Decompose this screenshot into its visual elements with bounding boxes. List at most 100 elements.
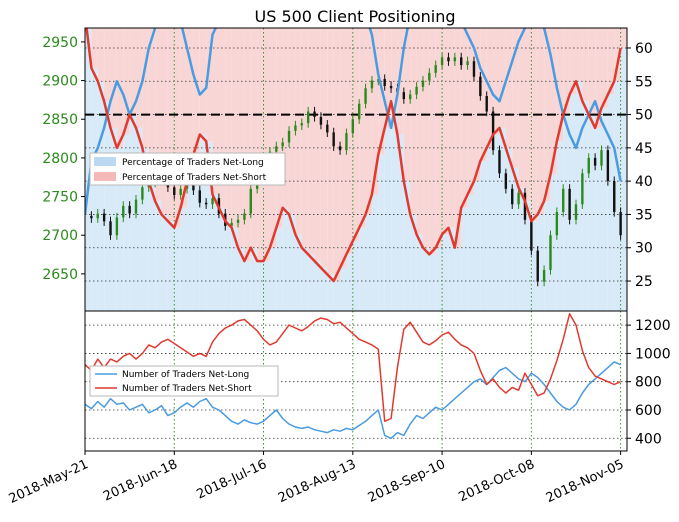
bottom-panel: 1200 1000 800 600 400 Number of Traders Net-… bbox=[84, 310, 671, 452]
net-long-zone bbox=[346, 254, 353, 311]
price-body-up bbox=[300, 123, 303, 126]
price-body-up bbox=[243, 213, 246, 220]
net-long-zone bbox=[442, 234, 449, 311]
net-short-zone bbox=[454, 28, 462, 248]
net-short-zone bbox=[257, 28, 264, 262]
net-short-zone bbox=[588, 28, 596, 115]
net-short-zone bbox=[346, 28, 353, 255]
price-body-down bbox=[504, 173, 508, 189]
price-body-up bbox=[549, 235, 552, 271]
net-long-zone bbox=[199, 134, 207, 311]
right-axis-tick-label: 30 bbox=[635, 241, 653, 257]
net-long-zone bbox=[391, 101, 398, 311]
price-body-up bbox=[275, 146, 278, 152]
net-long-zone bbox=[218, 207, 226, 311]
net-long-zone bbox=[136, 127, 143, 311]
net-short-zone bbox=[391, 28, 398, 102]
net-short-zone bbox=[187, 28, 194, 182]
price-body-up bbox=[249, 188, 252, 214]
net-short-zone bbox=[231, 28, 239, 228]
legend-net-short-label: Percentage of Traders Net-Short bbox=[122, 173, 267, 183]
net-long-zone bbox=[276, 227, 283, 311]
net-long-zone bbox=[320, 267, 328, 311]
net-short-zone bbox=[301, 28, 309, 248]
date-tick-label: 2018-Nov-05 bbox=[544, 457, 626, 506]
net-long-zone bbox=[225, 221, 232, 311]
price-body-up bbox=[415, 86, 418, 95]
price-body-up bbox=[409, 94, 412, 100]
net-long-zone bbox=[518, 187, 525, 311]
net-short-zone bbox=[575, 28, 583, 82]
net-long-zone bbox=[257, 261, 264, 311]
net-long-zone bbox=[429, 254, 436, 311]
net-short-zone bbox=[518, 28, 525, 188]
price-body-down bbox=[460, 57, 463, 66]
net-long-zone bbox=[116, 147, 124, 311]
net-long-zone bbox=[524, 201, 532, 311]
net-short-zone bbox=[199, 28, 207, 135]
net-short-zone bbox=[142, 28, 149, 148]
net-short-zone bbox=[620, 28, 627, 48]
net-short-zone bbox=[493, 28, 500, 135]
date-tick-label: 2018-Oct-08 bbox=[457, 457, 538, 505]
net-long-zone bbox=[333, 281, 341, 311]
net-long-zone bbox=[582, 101, 589, 311]
left-axis-tick-label: 2650 bbox=[42, 267, 78, 283]
price-body-down bbox=[389, 85, 393, 89]
price-body-up bbox=[134, 199, 138, 214]
net-short-zone bbox=[263, 28, 270, 262]
net-long-zone bbox=[550, 174, 557, 311]
price-body-down bbox=[536, 250, 539, 282]
net-short-zone bbox=[550, 28, 557, 175]
net-long-zone bbox=[614, 81, 621, 311]
net-short-zone bbox=[416, 28, 423, 235]
price-body-up bbox=[574, 204, 578, 220]
net-short-zone bbox=[110, 28, 117, 128]
net-long-zone bbox=[435, 247, 443, 311]
net-short-zone bbox=[352, 28, 360, 242]
net-short-zone bbox=[461, 28, 468, 208]
net-long-zone bbox=[85, 28, 92, 311]
net-short-zone bbox=[614, 28, 621, 82]
net-short-zone bbox=[250, 28, 258, 248]
net-long-zone bbox=[289, 214, 296, 311]
price-body-down bbox=[326, 124, 329, 133]
price-body-up bbox=[421, 80, 425, 87]
price-body-up bbox=[141, 187, 144, 200]
net-long-zone bbox=[238, 247, 245, 311]
price-body-up bbox=[542, 270, 546, 282]
price-body-up bbox=[562, 188, 565, 213]
net-long-zone bbox=[206, 141, 213, 311]
net-short-zone bbox=[512, 28, 519, 168]
top-panel-zones bbox=[85, 28, 627, 312]
top-legend: Percentage of Traders Net-Long Percentag… bbox=[89, 152, 286, 186]
net-long-zone bbox=[129, 114, 137, 312]
net-long-zone bbox=[588, 114, 596, 312]
net-long-zone bbox=[263, 261, 270, 311]
net-short-zone bbox=[582, 28, 589, 102]
net-long-zone bbox=[569, 94, 576, 312]
net-short-zone bbox=[435, 28, 443, 248]
positioning-lines bbox=[85, 28, 622, 283]
right-axis-tick-label: 25 bbox=[635, 274, 653, 290]
net-long-zone bbox=[607, 94, 615, 312]
price-body-down bbox=[109, 221, 112, 236]
date-tick-label: 2018-Aug-13 bbox=[276, 457, 359, 506]
price-body-up bbox=[96, 213, 99, 219]
net-long-zone bbox=[384, 127, 392, 311]
price-body-up bbox=[351, 119, 355, 134]
legend-net-short-swatch bbox=[94, 172, 116, 181]
net-long-zone bbox=[454, 247, 462, 311]
price-body-down bbox=[593, 157, 597, 166]
net-short-zone bbox=[289, 28, 296, 215]
net-long-zone bbox=[595, 127, 602, 311]
date-axis: 2018-May-21 2018-Jun-18 2018-Jul-16 2018-Au… bbox=[7, 451, 626, 507]
bottom-legend: Number of Traders Net-Long Number of Tra… bbox=[89, 365, 279, 397]
net-long-zone bbox=[461, 207, 468, 311]
net-short-zone bbox=[148, 28, 156, 182]
net-short-zone bbox=[340, 28, 347, 268]
net-short-zone bbox=[314, 28, 321, 262]
net-long-zone bbox=[397, 134, 404, 311]
price-body-down bbox=[319, 116, 323, 125]
net-short-zone bbox=[97, 28, 105, 82]
